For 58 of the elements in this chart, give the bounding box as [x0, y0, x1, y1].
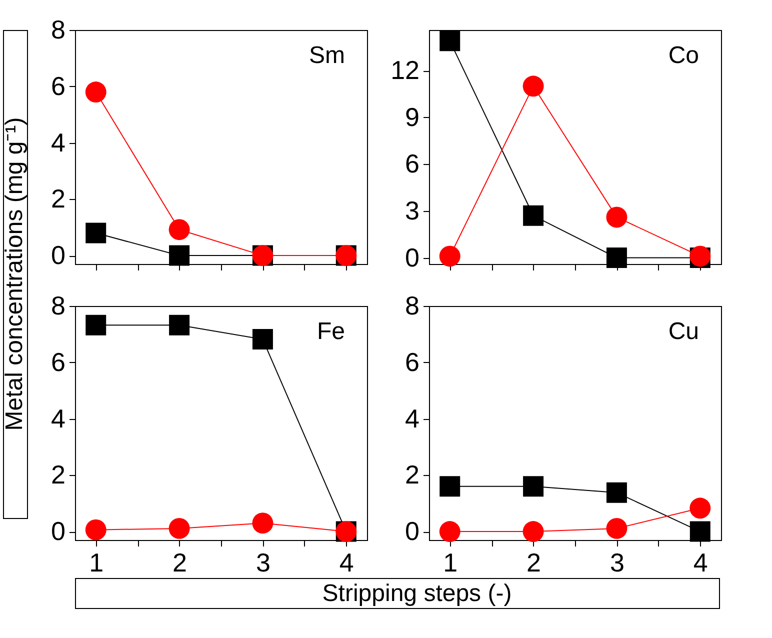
x-tick-label: 2 [526, 548, 542, 578]
point [523, 205, 544, 226]
y-tick-label: 4 [51, 403, 66, 434]
point [169, 245, 190, 266]
point [86, 314, 106, 336]
point [440, 30, 460, 52]
y-tick-label: 0 [51, 516, 66, 546]
point [168, 518, 190, 539]
annotation: Co [668, 42, 699, 69]
y-tick-label: 0 [405, 516, 420, 546]
point [252, 329, 273, 350]
y-tick-label: 2 [51, 184, 66, 214]
y-tick-label: 9 [405, 102, 420, 132]
point [439, 521, 460, 542]
y-tick-label: 2 [405, 460, 420, 490]
y-tick-label: 6 [405, 346, 420, 377]
point [522, 76, 544, 97]
point [606, 518, 628, 539]
point [85, 82, 106, 102]
y-tick-label: 0 [405, 242, 420, 272]
y-tick-label: 12 [390, 55, 420, 86]
annotation: Fe [316, 318, 345, 345]
x-tick-label: 4 [693, 548, 708, 578]
point [169, 314, 190, 336]
point [606, 482, 627, 503]
x-tick-label: 1 [443, 548, 458, 578]
y-tick-label: 8 [51, 14, 66, 44]
y-tick-label: 8 [51, 290, 66, 320]
y-tick-label: 2 [51, 460, 66, 490]
point [168, 219, 190, 240]
annotation: Cu [668, 318, 699, 345]
point [522, 521, 544, 542]
y-tick-label: 6 [51, 70, 66, 101]
y-tick-label: 6 [51, 346, 66, 377]
point [440, 476, 460, 497]
point [606, 248, 627, 268]
point [439, 246, 460, 267]
y-tick-label: 0 [51, 240, 66, 270]
y-axis-title: Metal concentrations (mg g⁻¹) [1, 117, 28, 431]
x-tick-label: 2 [172, 548, 188, 578]
point [252, 512, 274, 534]
annotation: Sm [309, 42, 345, 69]
x-axis-title: Stripping steps (-) [322, 580, 512, 607]
x-tick-label: 3 [256, 548, 270, 578]
y-tick-label: 3 [405, 195, 420, 226]
y-tick-label: 6 [405, 148, 420, 179]
point [690, 521, 710, 542]
point [690, 498, 711, 519]
x-tick-label: 1 [89, 548, 104, 578]
point [85, 519, 106, 540]
y-tick-label: 4 [51, 127, 66, 158]
point [606, 206, 628, 228]
x-tick-label: 4 [339, 548, 354, 578]
point [86, 222, 106, 244]
x-tick-label: 3 [610, 548, 624, 578]
point [523, 476, 544, 497]
y-tick-label: 8 [405, 290, 420, 320]
y-tick-label: 4 [405, 403, 420, 434]
